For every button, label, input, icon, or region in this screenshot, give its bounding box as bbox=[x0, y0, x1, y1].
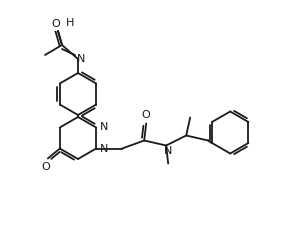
Text: O: O bbox=[52, 19, 60, 29]
Text: O: O bbox=[41, 162, 50, 171]
Text: O: O bbox=[142, 110, 151, 121]
Text: N: N bbox=[77, 54, 85, 64]
Text: N: N bbox=[100, 122, 108, 132]
Text: N: N bbox=[100, 143, 108, 154]
Text: H: H bbox=[66, 18, 74, 28]
Text: N: N bbox=[164, 145, 173, 155]
